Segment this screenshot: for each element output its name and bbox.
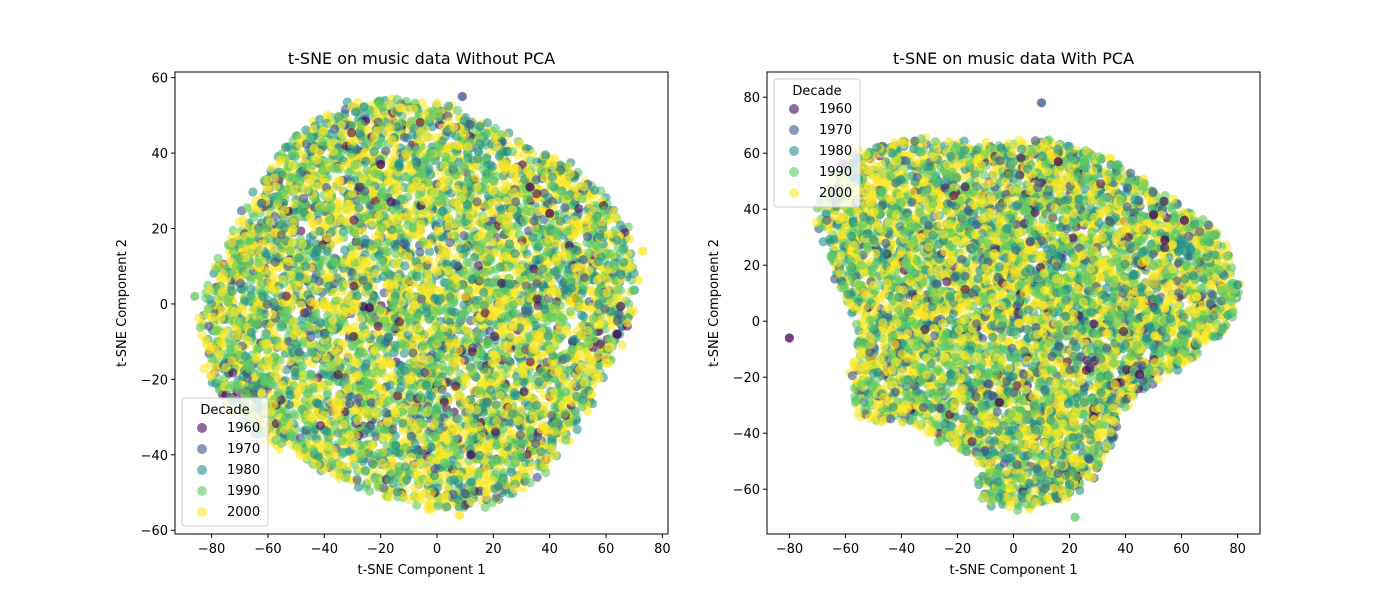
scatter-point [246,284,256,294]
scatter-point [311,181,321,191]
scatter-point [399,348,409,358]
scatter-point [561,387,571,397]
scatter-point [293,282,303,292]
scatter-point [617,340,627,350]
scatter-point [485,160,495,170]
scatter-point [474,122,485,132]
scatter-point [353,415,363,425]
scatter-point [368,189,378,199]
scatter-point [542,379,552,389]
scatter-point [466,469,476,479]
scatter-point [298,336,308,346]
scatter-point [613,285,623,295]
scatter-point [572,424,582,435]
scatter-point [404,494,414,505]
scatter-point [313,284,323,294]
scatter-point [482,118,493,128]
scatter-point [481,267,491,277]
scatter-point [501,352,512,362]
scatter-point [257,389,267,399]
scatter-point [325,370,335,380]
scatter-point [537,351,548,361]
scatter-point [565,306,575,317]
scatter-points-without-pca [190,91,648,520]
scatter-point [411,490,421,500]
scatter-point [331,296,341,306]
scatter-point [336,316,346,326]
scatter-point [497,321,507,331]
scatter-point [400,171,410,182]
scatter-point [532,472,542,482]
scatter-point [472,329,482,339]
scatter-point [605,314,615,324]
scatter-point [329,287,339,298]
scatter-point [275,220,285,230]
scatter-point [444,366,454,376]
scatter-point [322,110,332,120]
scatter-point [426,505,436,515]
scatter-point [194,313,204,323]
scatter-point [518,483,528,493]
scatter-point [286,356,296,366]
scatter-point [249,212,259,222]
scatter-point [214,374,224,384]
scatter-point [270,257,280,267]
scatter-point [535,237,545,247]
scatter-point [472,197,482,207]
scatter-point [466,497,476,507]
scatter-point [345,180,355,190]
scatter-point [506,467,516,477]
scatter-point [321,353,331,363]
scatter-point [480,502,490,512]
scatter-point [424,247,435,257]
scatter-point [452,338,462,348]
scatter-point [208,312,218,322]
scatter-point [609,207,619,217]
scatter-point [249,385,259,396]
scatter-point [624,299,634,309]
scatter-point [406,406,417,416]
scatter-point [195,322,205,332]
scatter-point [363,125,373,135]
scatter-point [441,482,451,492]
scatter-point [248,187,258,197]
scatter-point [342,349,352,359]
scatter-point [290,411,300,421]
scatter-point [529,264,539,274]
scatter-point [336,184,346,194]
scatter-point [515,241,526,251]
scatter-point [292,131,302,141]
scatter-point [410,483,420,493]
scatter-point [502,196,512,206]
scatter-point [514,230,524,240]
scatter-point [392,487,403,497]
scatter-point [604,333,614,344]
scatter-point [393,391,403,401]
scatter-point [325,215,335,225]
scatter-point [315,114,325,124]
scatter-point [350,322,360,332]
scatter-point [410,438,420,449]
scatter-point [360,466,370,476]
scatter-point [633,275,644,285]
scatter-point [333,216,343,226]
scatter-point [353,245,363,255]
scatter-point [339,258,349,268]
scatter-point [586,287,596,297]
scatter-point [276,155,286,165]
